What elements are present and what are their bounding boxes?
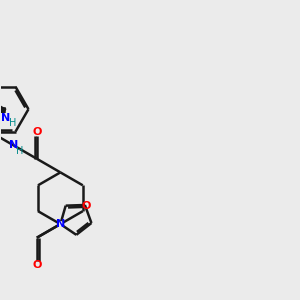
Text: N: N <box>1 113 10 123</box>
Text: O: O <box>82 201 91 211</box>
Text: H: H <box>9 118 16 128</box>
Text: O: O <box>32 127 41 136</box>
Text: H: H <box>16 146 23 156</box>
Text: N: N <box>9 140 18 150</box>
Text: N: N <box>56 219 65 229</box>
Text: O: O <box>32 260 41 270</box>
